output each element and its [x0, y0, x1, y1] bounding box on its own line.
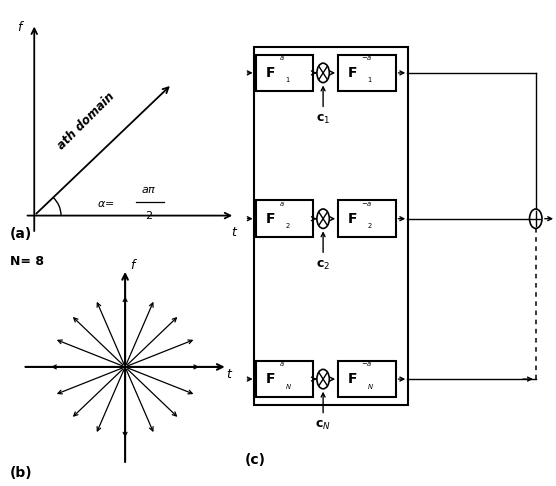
- Text: f: f: [130, 259, 135, 272]
- Bar: [256, 200, 313, 237]
- Text: $\alpha\!=\!$: $\alpha\!=\!$: [97, 199, 115, 208]
- Bar: [338, 55, 396, 91]
- Text: $\mathbf{c}_{N}$: $\mathbf{c}_{N}$: [315, 419, 331, 432]
- Text: ${}_{N}$: ${}_{N}$: [368, 382, 374, 392]
- Text: ${}^{a}$: ${}^{a}$: [279, 361, 285, 371]
- Text: ${}^{-a}$: ${}^{-a}$: [361, 201, 373, 211]
- Text: ${}_{1}$: ${}_{1}$: [285, 75, 291, 86]
- Text: $\mathbf{F}$: $\mathbf{F}$: [265, 66, 275, 80]
- Text: ${}^{a}$: ${}^{a}$: [279, 201, 285, 211]
- Text: t: t: [226, 367, 231, 381]
- Text: $2$: $2$: [145, 209, 153, 221]
- Text: ${}_{2}$: ${}_{2}$: [285, 221, 291, 231]
- Text: (a): (a): [9, 227, 32, 241]
- Text: $\mathbf{c}_{2}$: $\mathbf{c}_{2}$: [316, 259, 330, 272]
- Text: ${}^{a}$: ${}^{a}$: [279, 55, 285, 65]
- Bar: [338, 361, 396, 398]
- Bar: [256, 55, 313, 91]
- Text: $\mathbf{F}$: $\mathbf{F}$: [265, 212, 275, 226]
- Text: $\mathbf{F}$: $\mathbf{F}$: [265, 372, 275, 386]
- Bar: [338, 200, 396, 237]
- Text: $\mathbf{F}$: $\mathbf{F}$: [348, 212, 358, 226]
- Text: ${}^{-a}$: ${}^{-a}$: [361, 55, 373, 65]
- Text: t: t: [231, 226, 236, 239]
- Text: N= 8: N= 8: [10, 255, 44, 268]
- Bar: [254, 48, 408, 404]
- Text: f: f: [17, 21, 21, 34]
- Text: ath domain: ath domain: [55, 89, 117, 152]
- Text: $\mathbf{c}_{1}$: $\mathbf{c}_{1}$: [316, 113, 330, 126]
- Text: $\mathbf{F}$: $\mathbf{F}$: [348, 372, 358, 386]
- Text: ${}_{2}$: ${}_{2}$: [368, 221, 373, 231]
- Text: (c): (c): [245, 452, 266, 467]
- Text: $a\pi$: $a\pi$: [141, 185, 157, 194]
- Text: $\mathbf{F}$: $\mathbf{F}$: [348, 66, 358, 80]
- Bar: [256, 361, 313, 398]
- Text: (b): (b): [10, 466, 32, 480]
- Text: ${}^{-a}$: ${}^{-a}$: [361, 361, 373, 371]
- Text: ${}_{N}$: ${}_{N}$: [285, 382, 292, 392]
- Text: ${}_{1}$: ${}_{1}$: [368, 75, 373, 86]
